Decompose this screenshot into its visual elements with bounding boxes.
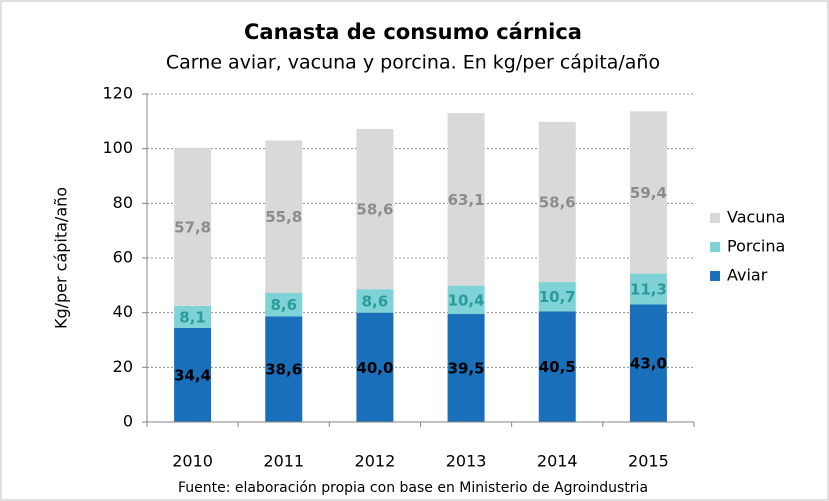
- legend-swatch: [710, 271, 720, 281]
- bar-segment: [356, 312, 394, 422]
- x-tick-label: 2015: [628, 452, 669, 471]
- bar-segment: [538, 121, 576, 283]
- data-label: 34,4: [174, 366, 211, 384]
- data-label: 10,7: [539, 288, 576, 306]
- chart-title: Canasta de consumo cárnica: [244, 20, 582, 44]
- bar-segment: [174, 305, 212, 328]
- x-tick-label: 2011: [263, 452, 304, 471]
- legend-label: Vacuna: [727, 208, 785, 227]
- data-label: 58,6: [356, 201, 393, 219]
- bar-segment: [174, 327, 212, 422]
- data-label: 57,8: [174, 218, 211, 236]
- y-tick-label: 0: [123, 412, 133, 431]
- source: Fuente: elaboración propia con base en M…: [178, 480, 648, 496]
- y-tick-label: 100: [102, 138, 133, 157]
- bar-segment: [447, 314, 485, 422]
- bar-segment: [447, 285, 485, 315]
- legend-label: Aviar: [727, 266, 768, 285]
- y-tick-label: 20: [113, 357, 133, 376]
- data-label: 55,8: [265, 208, 302, 226]
- data-label: 39,5: [448, 360, 485, 378]
- bar-segment: [356, 289, 394, 313]
- legend-label: Porcina: [727, 237, 785, 256]
- legend-swatch: [710, 213, 720, 223]
- data-label: 58,6: [539, 193, 576, 211]
- data-label: 8,6: [362, 292, 389, 310]
- bar-segment: [538, 311, 576, 422]
- chart-subtitle: Carne aviar, vacuna y porcina. En kg/per…: [166, 52, 660, 74]
- bar-segment: [265, 292, 303, 317]
- bar-segment: [265, 140, 303, 293]
- data-label: 38,6: [265, 361, 302, 379]
- y-axis-label: Kg/per cápita/año: [52, 187, 71, 329]
- x-tick-label: 2013: [446, 452, 487, 471]
- bar-segment: [629, 304, 667, 422]
- data-label: 40,5: [539, 358, 576, 376]
- bar-segment: [356, 128, 394, 290]
- bar-segment: [629, 111, 667, 274]
- data-label: 59,4: [630, 184, 667, 202]
- data-label: 8,1: [179, 308, 206, 326]
- y-tick-label: 120: [102, 84, 133, 103]
- data-label: 8,6: [270, 296, 297, 314]
- y-tick-label: 60: [113, 248, 133, 267]
- x-tick-label: 2012: [355, 452, 396, 471]
- bar-segment: [629, 273, 667, 305]
- bar-segment: [174, 147, 212, 306]
- bar-segment: [538, 282, 576, 312]
- data-label: 63,1: [448, 191, 485, 209]
- data-label: 40,0: [356, 359, 393, 377]
- x-tick-label: 2014: [537, 452, 578, 471]
- x-tick-label: 2010: [172, 452, 213, 471]
- data-label: 11,3: [630, 281, 667, 299]
- y-tick-label: 80: [113, 193, 133, 212]
- y-tick-label: 40: [113, 302, 133, 321]
- legend-swatch: [710, 242, 720, 252]
- data-label: 10,4: [448, 291, 485, 309]
- bar-segment: [447, 113, 485, 286]
- data-label: 43,0: [630, 355, 667, 373]
- bar-segment: [265, 316, 303, 422]
